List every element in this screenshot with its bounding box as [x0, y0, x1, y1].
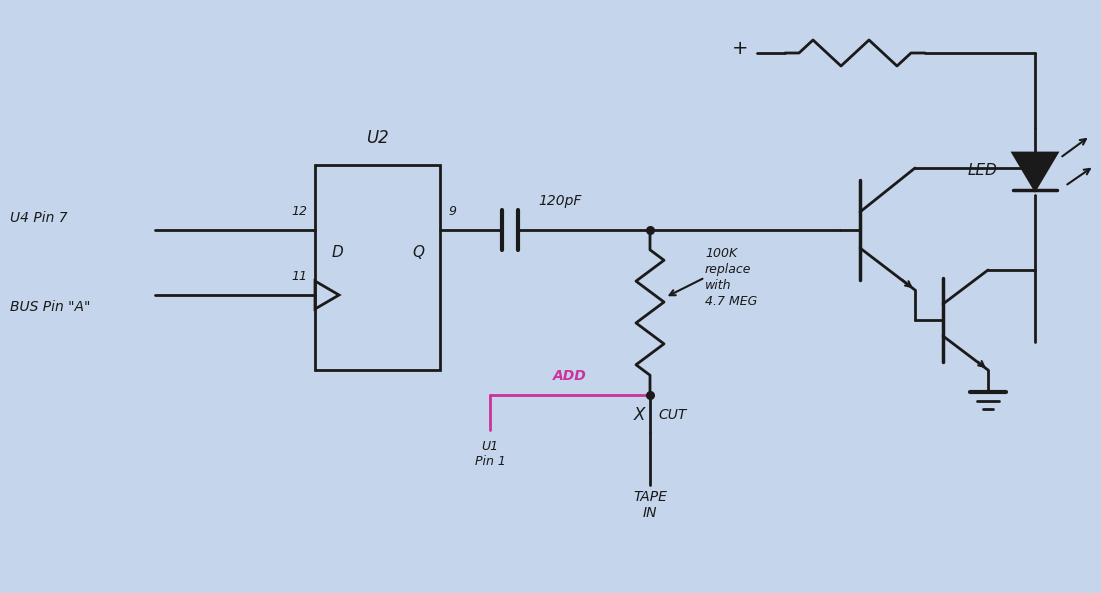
Text: U2: U2	[367, 129, 389, 147]
Text: U4 Pin 7: U4 Pin 7	[10, 211, 67, 225]
Text: 120pF: 120pF	[538, 194, 581, 208]
Text: X: X	[633, 406, 645, 424]
Text: TAPE
IN: TAPE IN	[633, 490, 667, 520]
Text: +: +	[732, 39, 749, 58]
Polygon shape	[1013, 153, 1057, 190]
Text: 9: 9	[448, 205, 456, 218]
Text: 12: 12	[291, 205, 307, 218]
Text: U1
Pin 1: U1 Pin 1	[475, 440, 505, 468]
Text: 11: 11	[291, 270, 307, 283]
Text: LED: LED	[968, 164, 998, 178]
Text: ADD: ADD	[553, 369, 587, 383]
Text: Q: Q	[412, 245, 424, 260]
Text: CUT: CUT	[658, 408, 686, 422]
Text: BUS Pin "A": BUS Pin "A"	[10, 300, 90, 314]
Text: 100K
replace
with
4.7 MEG: 100K replace with 4.7 MEG	[705, 247, 757, 308]
Text: D: D	[331, 245, 342, 260]
